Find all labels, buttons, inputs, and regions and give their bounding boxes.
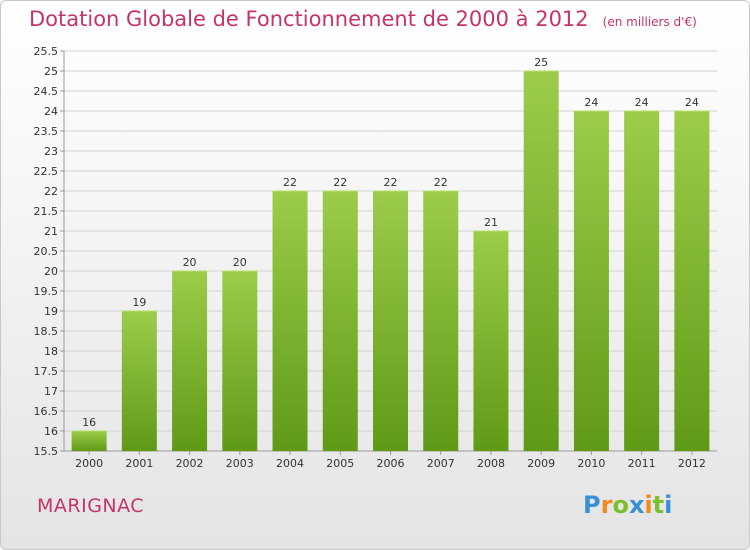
x-tick-label: 2004	[276, 457, 304, 470]
chart-title: Dotation Globale de Fonctionnement de 20…	[29, 7, 589, 31]
y-tick-label: 16	[44, 425, 58, 438]
bar	[222, 271, 258, 451]
logo-letter: P	[583, 491, 601, 519]
logo-letter: o	[612, 491, 629, 519]
y-tick-label: 17	[44, 385, 58, 398]
x-tick-label: 2000	[75, 457, 103, 470]
bar	[573, 111, 609, 451]
x-tick-label: 2003	[226, 457, 254, 470]
bar-value-label: 24	[584, 96, 598, 109]
bar-value-label: 16	[82, 416, 96, 429]
logo-letter: r	[600, 491, 613, 519]
bar-value-label: 22	[283, 176, 297, 189]
logo-letter: i	[644, 491, 653, 519]
y-tick-label: 24.5	[34, 85, 59, 98]
bar	[272, 191, 308, 451]
commune-name: MARIGNAC	[37, 495, 145, 517]
bar	[423, 191, 459, 451]
y-tick-label: 22.5	[34, 165, 59, 178]
bar	[624, 111, 660, 451]
bar	[71, 431, 107, 451]
y-tick-label: 18	[44, 345, 58, 358]
x-tick-label: 2011	[628, 457, 656, 470]
x-tick-label: 2001	[125, 457, 153, 470]
bar-value-label: 25	[534, 56, 548, 69]
y-tick-label: 23	[44, 145, 58, 158]
x-tick-label: 2010	[577, 457, 605, 470]
bar	[373, 191, 408, 451]
y-tick-label: 21.5	[34, 205, 59, 218]
y-tick-label: 21	[44, 225, 58, 238]
x-tick-label: 2002	[176, 457, 204, 470]
bar-value-label: 20	[183, 256, 197, 269]
y-tick-label: 20.5	[34, 245, 59, 258]
bar-value-label: 22	[384, 176, 398, 189]
y-tick-label: 24	[44, 105, 58, 118]
y-tick-label: 17.5	[34, 365, 59, 378]
bar	[674, 111, 710, 451]
y-tick-label: 15.5	[34, 445, 59, 458]
bar-value-label: 20	[233, 256, 247, 269]
bar-value-label: 22	[333, 176, 347, 189]
x-tick-label: 2012	[678, 457, 706, 470]
logo-letter: t	[652, 491, 665, 519]
bar	[523, 71, 559, 451]
x-tick-label: 2009	[527, 457, 555, 470]
y-tick-label: 20	[44, 265, 58, 278]
bar	[172, 271, 208, 451]
proxiti-logo: Proxiti	[583, 491, 672, 519]
x-tick-label: 2007	[427, 457, 455, 470]
bar-value-label: 22	[434, 176, 448, 189]
y-tick-label: 23.5	[34, 125, 59, 138]
bar	[322, 191, 358, 451]
bar-value-label: 19	[132, 296, 146, 309]
x-tick-label: 2008	[477, 457, 505, 470]
y-tick-label: 18.5	[34, 325, 59, 338]
bar-value-label: 21	[484, 216, 498, 229]
bar-value-label: 24	[685, 96, 699, 109]
bar	[121, 311, 157, 451]
x-tick-label: 2006	[377, 457, 405, 470]
bar	[473, 231, 509, 451]
y-tick-label: 25.5	[34, 45, 59, 58]
y-tick-label: 22	[44, 185, 58, 198]
y-tick-label: 19.5	[34, 285, 59, 298]
chart-unit-note: (en milliers d'€)	[602, 15, 697, 29]
logo-letter: i	[664, 491, 673, 519]
bar-value-label: 24	[635, 96, 649, 109]
y-tick-label: 25	[44, 65, 58, 78]
x-tick-label: 2005	[326, 457, 354, 470]
y-tick-label: 16.5	[34, 405, 59, 418]
logo-letter: x	[628, 491, 645, 519]
y-tick-label: 19	[44, 305, 58, 318]
chart-title-block: Dotation Globale de Fonctionnement de 20…	[29, 7, 697, 31]
